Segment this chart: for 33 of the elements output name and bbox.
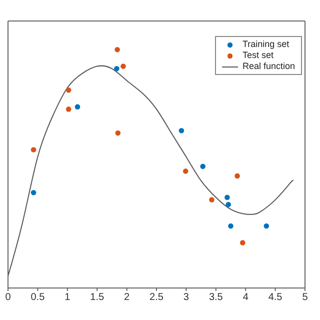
x-tick-label: 3 — [183, 292, 190, 304]
point — [228, 223, 234, 229]
x-tick-label: 4 — [242, 292, 249, 304]
x-tick-label: 2.5 — [150, 292, 164, 304]
point — [30, 190, 36, 196]
point — [178, 128, 184, 134]
point — [114, 66, 120, 72]
legend-label: Test set — [242, 50, 274, 61]
legend-label: Real function — [242, 61, 295, 72]
point — [66, 87, 72, 93]
point — [66, 106, 72, 112]
x-tick-label: 1.5 — [90, 292, 104, 304]
x-tick-label: 4.5 — [268, 292, 283, 304]
point — [264, 223, 270, 229]
point — [182, 168, 188, 174]
point — [224, 194, 230, 200]
x-tick-label: 2 — [124, 292, 130, 304]
point — [226, 202, 232, 208]
x-tick-label: 1 — [64, 292, 71, 304]
point — [30, 147, 36, 152]
point — [200, 164, 206, 170]
point — [240, 240, 246, 246]
point — [120, 64, 126, 69]
point — [234, 173, 240, 179]
point — [74, 104, 80, 110]
point — [209, 197, 214, 202]
x-tick-label: 0.5 — [30, 292, 46, 304]
legend-label: Training set — [242, 39, 290, 50]
x-tick-label: 0 — [5, 292, 12, 304]
x-tick-label: 5 — [302, 292, 308, 304]
point — [114, 46, 120, 52]
x-tick-label: 3.5 — [208, 292, 224, 304]
point — [115, 130, 121, 136]
